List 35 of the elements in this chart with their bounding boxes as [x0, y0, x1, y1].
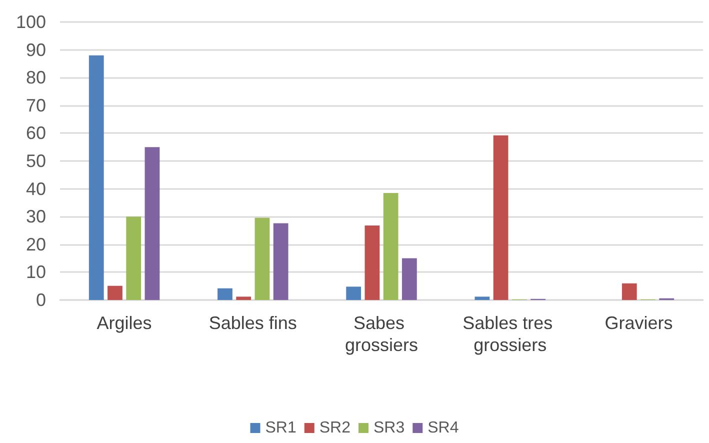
x-tick-label: Sables tres grossiers	[462, 313, 558, 355]
legend-label: SR2	[319, 420, 351, 436]
bar	[254, 218, 270, 300]
y-tick-label: 40	[26, 178, 46, 199]
y-tick-label: 60	[26, 123, 46, 144]
bar	[402, 258, 417, 300]
bar	[346, 286, 362, 300]
y-tick-label: 80	[26, 68, 46, 88]
bar	[474, 296, 490, 300]
bar	[108, 286, 122, 300]
legend-label: SR3	[374, 420, 405, 436]
legend-label: SR4	[428, 420, 459, 436]
bar	[383, 192, 398, 300]
y-tick-label: 90	[26, 40, 46, 60]
x-tick-label: Argiles	[96, 313, 152, 333]
x-tick-label: Sables fins	[208, 313, 297, 333]
y-tick-label: 0	[36, 290, 46, 310]
bar	[126, 216, 142, 300]
bar	[236, 296, 252, 300]
y-tick-label: 50	[26, 151, 46, 171]
x-tick-label: Graviers	[604, 313, 673, 333]
legend-label: SR1	[265, 420, 296, 436]
bar	[622, 283, 637, 300]
bar	[364, 225, 380, 300]
bar	[493, 135, 508, 300]
y-tick-label: 10	[26, 262, 46, 282]
y-tick-label: 30	[26, 206, 46, 227]
y-tick-label: 70	[26, 95, 46, 116]
y-tick-label: 20	[26, 234, 46, 254]
bar	[88, 55, 104, 300]
y-tick-label: 100	[16, 12, 46, 32]
x-tick-label: Sabes grossiers	[344, 313, 418, 355]
bar	[144, 147, 160, 300]
bar	[273, 223, 288, 300]
bar	[218, 288, 232, 300]
